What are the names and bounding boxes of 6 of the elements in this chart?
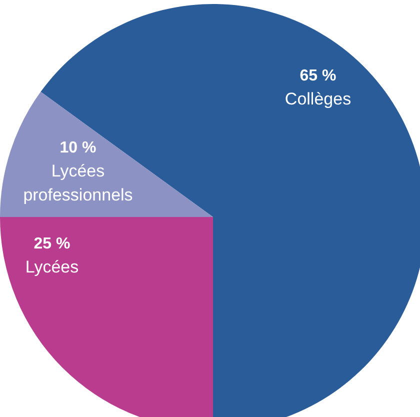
data-label: 65 % [300, 67, 336, 84]
data-label: 25 % [34, 235, 70, 252]
slice-label: Collèges [284, 90, 352, 109]
slice-label: Lycées professionnels [23, 162, 133, 205]
slice-label: Lycées [25, 258, 79, 277]
data-label: 10 % [60, 139, 96, 156]
